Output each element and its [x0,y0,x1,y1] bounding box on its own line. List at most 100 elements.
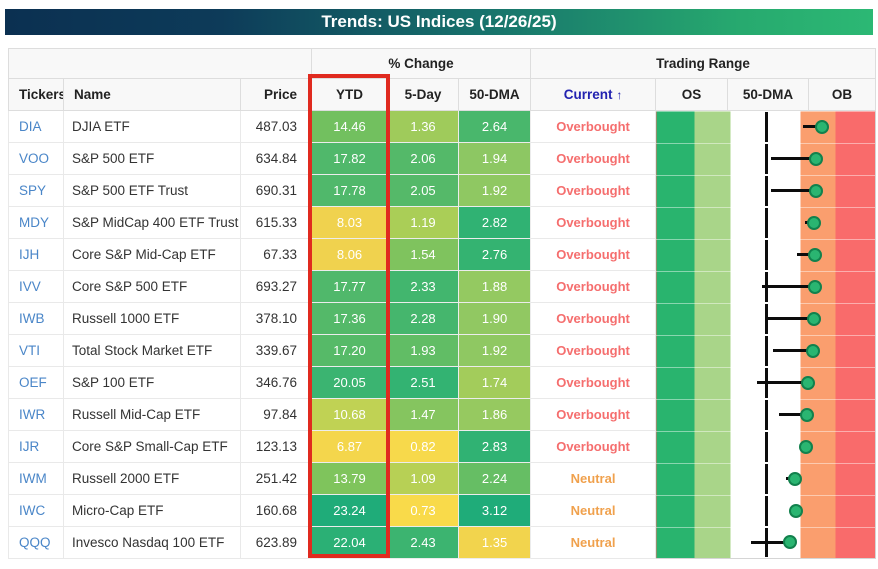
ticker-link[interactable]: IWC [8,494,64,527]
trading-range-cell [655,462,876,495]
table-row: IJR Core S&P Small-Cap ETF 123.13 6.87 0… [8,430,876,463]
etf-name: S&P MidCap 400 ETF Trust [63,206,241,239]
table-row: QQQ Invesco Nasdaq 100 ETF 623.89 22.04 … [8,526,876,559]
five-day-change-cell: 0.82 [387,430,460,463]
five-day-change-cell: 2.33 [387,270,460,303]
ticker-link[interactable]: MDY [8,206,64,239]
ticker-link[interactable]: IWM [8,462,64,495]
col-header-5day[interactable]: 5-Day [387,78,460,111]
current-price-dot [801,375,816,390]
five-day-change-cell: 1.47 [387,398,460,431]
ytd-change-cell: 13.79 [311,462,389,495]
group-header-pct-change: % Change [311,48,532,79]
five-day-change-cell: 1.36 [387,110,460,143]
current-status-label: Neutral [530,462,657,495]
col-header-name[interactable]: Name [63,78,241,111]
ticker-link[interactable]: IJH [8,238,64,271]
table-row: IWM Russell 2000 ETF 251.42 13.79 1.09 2… [8,462,876,495]
trading-range-cell [655,366,876,399]
range-whisker-line [757,381,809,384]
table-row: VOO S&P 500 ETF 634.84 17.82 2.06 1.94 O… [8,142,876,175]
ytd-change-cell: 14.46 [311,110,389,143]
ytd-change-cell: 8.06 [311,238,389,271]
ticker-link[interactable]: VOO [8,142,64,175]
group-header-blank [7,48,313,79]
dma50-tick-mark [764,239,768,270]
trading-range-cell [655,174,876,207]
table-row: VTI Total Stock Market ETF 339.67 17.20 … [8,334,876,367]
table-row: DIA DJIA ETF 487.03 14.46 1.36 2.64 Over… [8,110,876,143]
ticker-link[interactable]: IJR [8,430,64,463]
page-title: Trends: US Indices (12/26/25) [5,9,873,35]
ticker-link[interactable]: QQQ [8,526,64,559]
col-header-current-label: Current [563,87,613,102]
etf-name: Russell 2000 ETF [63,462,241,495]
col-header-50dma[interactable]: 50-DMA [458,78,532,111]
ytd-change-cell: 8.03 [311,206,389,239]
dma50-change-cell: 2.64 [458,110,532,143]
price-value: 339.67 [239,334,313,367]
trading-range-cell [655,142,876,175]
current-status-label: Overbought [530,398,657,431]
column-header-row: Tickers Name Price YTD 5-Day 50-DMA Curr… [8,78,877,111]
current-price-dot [800,407,815,422]
current-status-label: Neutral [530,494,657,527]
dma50-change-cell: 1.92 [458,174,532,207]
dma50-tick-mark [764,335,768,366]
trading-range-cell [655,110,876,143]
indices-table: % Change Trading Range Tickers Name Pric… [7,48,877,559]
range-whisker-line [771,189,817,192]
col-header-ob[interactable]: OB [808,78,877,111]
range-whisker-line [797,253,816,256]
ytd-change-cell: 17.20 [311,334,389,367]
ytd-change-cell: 6.87 [311,430,389,463]
dma50-tick-mark [764,495,768,526]
table-row: IWC Micro-Cap ETF 160.68 23.24 0.73 3.12… [8,494,876,527]
current-price-dot [783,535,798,550]
current-price-dot [806,343,821,358]
five-day-change-cell: 2.05 [387,174,460,207]
etf-name: Russell Mid-Cap ETF [63,398,241,431]
price-value: 487.03 [239,110,313,143]
price-value: 634.84 [239,142,313,175]
trading-range-cell [655,430,876,463]
trading-range-cell [655,526,876,559]
dma50-tick-mark [764,175,768,206]
price-value: 690.31 [239,174,313,207]
etf-name: Micro-Cap ETF [63,494,241,527]
current-price-dot [808,247,823,262]
col-header-range-50dma[interactable]: 50-DMA [727,78,810,111]
col-header-price[interactable]: Price [239,78,313,111]
current-price-dot [815,119,830,134]
current-price-dot [799,439,814,454]
current-status-label: Overbought [530,142,657,175]
col-header-ytd[interactable]: YTD [311,78,389,111]
ticker-link[interactable]: SPY [8,174,64,207]
col-header-tickers[interactable]: Tickers [8,78,64,111]
etf-name: Total Stock Market ETF [63,334,241,367]
current-price-dot [809,183,824,198]
dma50-tick-mark [764,431,768,462]
ticker-link[interactable]: OEF [8,366,64,399]
etf-name: DJIA ETF [63,110,241,143]
five-day-change-cell: 0.73 [387,494,460,527]
range-whisker-line [771,157,817,160]
ticker-link[interactable]: DIA [8,110,64,143]
range-whisker-line [779,413,808,416]
etf-name: S&P 500 ETF Trust [63,174,241,207]
col-header-current-sorted[interactable]: Current ↑ [530,78,657,111]
ticker-link[interactable]: IWR [8,398,64,431]
ticker-link[interactable]: IWB [8,302,64,335]
col-header-os[interactable]: OS [655,78,729,111]
current-status-label: Overbought [530,174,657,207]
ticker-link[interactable]: VTI [8,334,64,367]
ytd-change-cell: 23.24 [311,494,389,527]
ticker-link[interactable]: IVV [8,270,64,303]
trading-range-cell [655,270,876,303]
dma50-change-cell: 1.88 [458,270,532,303]
dma50-change-cell: 2.82 [458,206,532,239]
dma50-change-cell: 1.86 [458,398,532,431]
price-value: 251.42 [239,462,313,495]
price-value: 623.89 [239,526,313,559]
five-day-change-cell: 2.28 [387,302,460,335]
